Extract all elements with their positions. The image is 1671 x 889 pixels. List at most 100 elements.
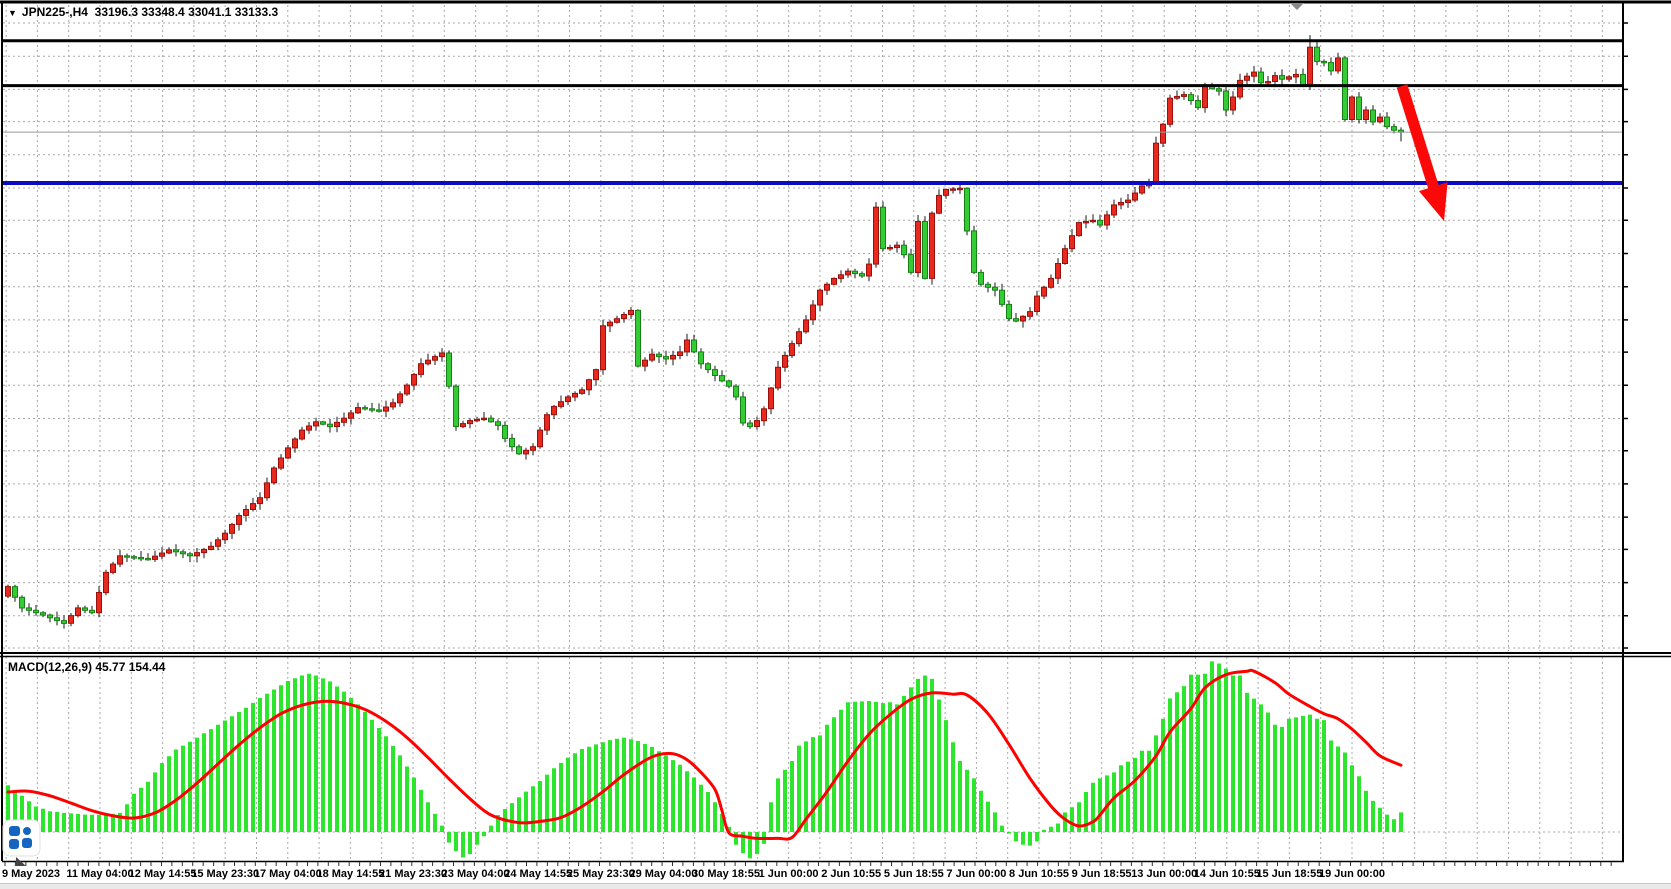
candle-bull — [565, 394, 571, 405]
macd-header: MACD(12,26,9) 45.77 154.44 — [8, 660, 165, 674]
candle-bull — [670, 350, 676, 366]
candle-bear — [1258, 67, 1264, 86]
time-tick-label: 9 May 2023 — [1, 868, 61, 880]
candle-bear — [740, 391, 746, 426]
candle-bear — [691, 334, 697, 354]
candle-bear — [971, 225, 977, 275]
candle-bull — [159, 546, 165, 560]
candle-bear — [173, 544, 179, 557]
candle-bull — [1055, 258, 1061, 284]
candle-bear — [54, 611, 60, 626]
candle-bear — [369, 402, 375, 413]
candle-bear — [320, 420, 326, 426]
candle-bull — [544, 412, 550, 435]
candle-bull — [754, 416, 760, 430]
candle-bear — [1195, 95, 1201, 110]
candle-bull — [432, 354, 438, 365]
candle-bear — [495, 419, 501, 431]
candle-bull — [341, 412, 347, 427]
candle-bear — [488, 415, 494, 423]
candle-bear — [656, 352, 662, 363]
candle-bear — [852, 268, 858, 279]
candle-bear — [1188, 92, 1194, 105]
candle-bull — [782, 351, 788, 372]
candle-bear — [719, 370, 725, 383]
candle-bear — [187, 551, 193, 563]
symbol-header: ▼ JPN225-,H4 33196.3 33348.4 33041.1 3313… — [8, 5, 278, 19]
candle-bull — [1020, 315, 1026, 328]
candle-bull — [1174, 90, 1180, 100]
time-tick-label: 5 Jun 18:55 — [883, 868, 944, 880]
candle-bull — [1076, 221, 1082, 237]
candle-bull — [607, 320, 613, 333]
candle-bull — [355, 402, 361, 414]
macd-label: MACD(12,26,9) — [8, 660, 93, 674]
candle-bull — [201, 547, 207, 559]
candle-bull — [1363, 106, 1369, 124]
candle-bear — [992, 282, 998, 297]
candle-bear — [516, 444, 522, 455]
time-axis[interactable]: 9 May 2023 11 May 04:00 12 May 14:55 15 May… — [0, 861, 1622, 883]
candle-bull — [411, 372, 417, 391]
candle-bull — [425, 353, 431, 366]
time-tick-label: 18 May 14:55 — [316, 868, 385, 880]
candle-bull — [166, 547, 172, 555]
candle-bull — [768, 387, 774, 415]
candle-bull — [96, 586, 102, 618]
candle-bull — [600, 319, 606, 375]
candle-bear — [747, 420, 753, 429]
candle-bull — [292, 437, 298, 453]
candle-bull — [929, 211, 935, 285]
trend-arrow-down[interactable] — [1396, 84, 1448, 222]
candle-bear — [705, 362, 711, 374]
candle-bull — [950, 187, 956, 194]
candle-bull — [1118, 197, 1124, 210]
candle-bull — [299, 426, 305, 441]
time-tick-label: 15 May 23:30 — [191, 868, 260, 880]
candle-bear — [12, 584, 18, 602]
chevron-down-icon[interactable]: ▼ — [8, 8, 17, 18]
candle-bear — [1384, 112, 1390, 130]
candle-bear — [733, 384, 739, 401]
candle-bull — [222, 529, 228, 544]
candle-bull — [1048, 274, 1054, 289]
candle-bear — [47, 613, 53, 623]
macd-plot — [6, 661, 1403, 859]
candle-bear — [26, 603, 32, 616]
candle-bull — [803, 315, 809, 334]
candle-bull — [271, 466, 277, 485]
candle-bull — [418, 358, 424, 378]
candle-bear — [922, 216, 928, 280]
candle-bull — [152, 550, 158, 562]
candle-bull — [831, 277, 837, 286]
candle-bull — [1153, 136, 1159, 185]
candle-bull — [285, 444, 291, 460]
candle-bull — [103, 569, 109, 596]
candle-bear — [327, 419, 333, 433]
candle-bear — [901, 240, 907, 259]
candle-bear — [82, 605, 88, 614]
time-tick-label: 30 May 18:55 — [692, 868, 760, 880]
candle-bull — [866, 258, 872, 282]
chart-shift-marker-icon[interactable] — [1290, 3, 1304, 10]
candle-bull — [383, 400, 389, 418]
candle-bull — [677, 345, 683, 360]
candle-bull — [1069, 229, 1075, 253]
time-tick-label: 23 May 04:00 — [441, 868, 510, 880]
candle-bull — [1111, 199, 1117, 218]
candle-bull — [810, 300, 816, 325]
candle-bull — [1160, 122, 1166, 147]
candle-bull — [1230, 91, 1236, 115]
price-axis[interactable]: 34054.033774.033494.033222.032942.032662… — [1622, 0, 1671, 883]
candle-bull — [824, 282, 830, 295]
candle-bear — [698, 348, 704, 369]
candle-bull — [1125, 194, 1131, 208]
candle-bear — [1321, 59, 1327, 67]
candle-bull — [229, 522, 235, 539]
candle-bull — [586, 378, 592, 396]
time-tick-label: 9 Jun 18:55 — [1071, 868, 1132, 880]
time-tick-label: 1 Jun 00:00 — [758, 868, 819, 880]
candle-bull — [572, 391, 578, 402]
time-tick-label: 24 May 14:55 — [504, 868, 573, 880]
chart-frame — [0, 0, 1671, 866]
